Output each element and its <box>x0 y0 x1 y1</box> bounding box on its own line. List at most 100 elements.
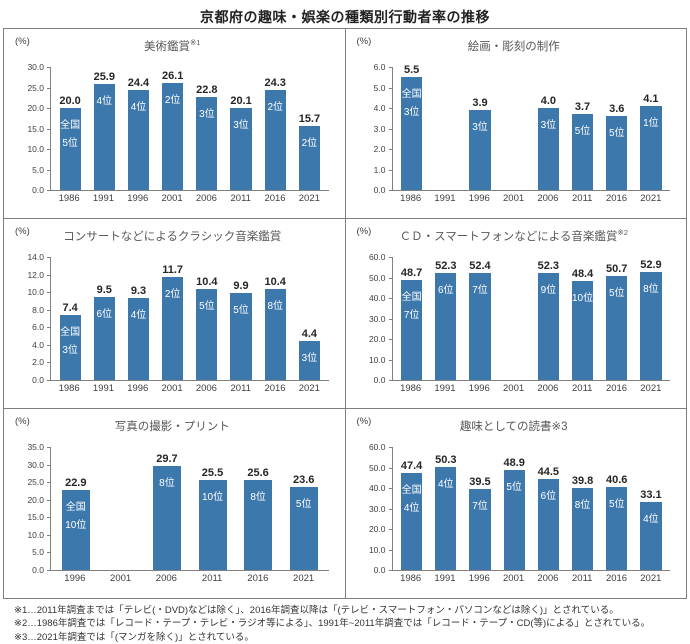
bar-slot: 7.4 全国 3位 <box>53 257 87 380</box>
y-axis-tick <box>47 108 51 110</box>
bar-slot: 52.3 9位 <box>531 257 565 380</box>
bar-slot: 48.9 5位 <box>497 447 531 570</box>
chart-header: (%) コンサートなどによるクラシック音楽鑑賞 <box>10 222 335 244</box>
y-axis-tick <box>388 318 393 320</box>
bar-rank-line: 1位 <box>643 117 659 129</box>
x-axis-year-label: 1996 <box>127 193 149 204</box>
bar-value-label: 10.4 <box>264 275 286 288</box>
bar-value-label: 26.1 <box>161 70 184 82</box>
bar-slot <box>429 67 463 190</box>
y-axis-tick-label: 40.0 <box>368 483 386 493</box>
bar-value-label: 25.5 <box>201 467 224 480</box>
footnote-2: ※2…1986年調査では「レコード・テープ・テレビ・ラジオ等による」、1991年… <box>14 618 651 630</box>
x-axis-year-label: 2016 <box>264 193 286 204</box>
bar-rank-line: 5位 <box>506 481 522 493</box>
charts-grid: (%) 美術鑑賞※1 0.0 5.0 10.0 15.0 20.0 25.0 30.0 20.0 全… <box>3 28 687 599</box>
y-axis-tick-label: 50.0 <box>368 462 386 473</box>
bar-value-label: 9.9 <box>233 280 249 293</box>
bar-slot: 9.5 6位 <box>87 257 121 380</box>
bar-rank-label: 1位 <box>634 115 667 133</box>
bar: 4.1 1位 <box>640 93 662 190</box>
bar-value-label: 52.3 <box>435 259 457 272</box>
bar-slot: 25.5 10位 <box>190 447 236 570</box>
bar-rank-label: 3位 <box>293 350 326 368</box>
y-axis-tick <box>47 447 51 448</box>
bar-rank-line: 4位 <box>643 514 659 526</box>
bar-value-label: 20.1 <box>230 94 252 107</box>
y-axis-tick-label: 30.0 <box>27 459 44 470</box>
bar-slot: 15.7 2位 <box>292 67 326 190</box>
x-axis-year-label: 2001 <box>161 383 183 394</box>
x-axis-labels: 1986 1991 1996 2001 2006 2011 2016 2021 <box>50 383 329 394</box>
bar-rank-label: 8位 <box>566 497 599 515</box>
bars-container: 20.0 全国 5位 25.9 4位 24.4 4位 26.1 2位 22.8 3位 20.1 3位 24… <box>51 67 329 190</box>
x-axis-year-label: 2021 <box>298 193 320 204</box>
y-axis-tick <box>47 128 51 130</box>
bar-rank-label: 4位 <box>429 476 462 494</box>
x-axis-year-label: 2016 <box>605 383 628 394</box>
bar: 40.6 5位 <box>606 474 627 570</box>
plot-area: 0.0 5.0 10.0 15.0 20.0 25.0 30.0 35.0 22.9 全国 10位 2… <box>27 442 329 575</box>
bar: 48.4 10位 <box>572 268 593 380</box>
x-axis-labels: 1986 1991 1996 2001 2006 2011 2016 2021 <box>392 383 671 394</box>
x-axis-year-label: 1996 <box>468 573 490 584</box>
bar-slot: 22.8 3位 <box>190 67 224 190</box>
bar-rank-line: 5位 <box>608 498 625 510</box>
bar: 33.1 4位 <box>640 489 662 570</box>
bar-rank-label: 全国 3位 <box>395 86 428 122</box>
plot-area: 0.0 5.0 10.0 15.0 20.0 25.0 30.0 20.0 全国 5位 25.9 4位… <box>27 62 329 195</box>
bar-slot: 10.4 8位 <box>258 257 292 380</box>
bar-rank-line: 3位 <box>199 108 215 120</box>
bar-rank-label: 2位 <box>259 99 292 117</box>
y-axis-tick-label: 5.0 <box>373 82 386 93</box>
bar-rank-line: 9位 <box>540 284 557 296</box>
x-axis-year-label: 2006 <box>537 573 559 584</box>
bar: 24.4 4位 <box>128 77 149 190</box>
bar-slot: 25.6 8位 <box>235 447 281 570</box>
y-axis-tick-label: 20.0 <box>368 334 386 344</box>
y-axis-tick-label: 60.0 <box>368 442 386 452</box>
bar-value-label: 10.4 <box>196 275 218 288</box>
bar-rank-line: 全国 <box>401 484 422 496</box>
bar-slot: 24.3 2位 <box>258 67 292 190</box>
x-axis-year-label: 2001 <box>503 193 525 204</box>
x-axis-year-label: 1996 <box>468 383 490 394</box>
bar-rank-label: 4位 <box>634 511 667 529</box>
y-axis-tick <box>47 482 51 484</box>
y-axis-tick-label: 30.0 <box>368 313 386 324</box>
bar-rank-line: 10位 <box>201 492 224 504</box>
x-axis-year-label: 1996 <box>127 383 149 394</box>
bar-slot: 9.9 5位 <box>224 257 258 380</box>
x-axis-year-label: 2006 <box>195 193 217 204</box>
x-axis-year-label: 2011 <box>572 573 593 584</box>
y-axis-tick <box>388 380 393 381</box>
x-axis-year-label: 2001 <box>503 573 525 584</box>
bar-value-label: 25.9 <box>93 70 115 83</box>
bars-container: 5.5 全国 3位 3.9 3位 4.0 3位 3.7 5位 3.6 5位 4.1 1位 <box>393 64 671 190</box>
bar-rank-line: 全国 <box>401 89 422 101</box>
chart-title-text: 絵画・彫刻の制作 <box>467 41 560 53</box>
bar-slot: 10.4 5位 <box>190 257 224 380</box>
bar-value-label: 48.7 <box>400 267 423 280</box>
bar-value-label: 50.7 <box>606 263 628 276</box>
y-axis-tick-label: 12.0 <box>27 269 44 280</box>
x-axis-year-label: 2011 <box>201 573 223 584</box>
x-axis-year-label: 1996 <box>64 573 86 584</box>
bar-rank-label: 3位 <box>190 106 223 124</box>
chart-title: ＣＤ・スマートフォンなどによる音楽鑑賞※2 <box>352 222 677 244</box>
bar-value-label: 15.7 <box>298 112 321 125</box>
bar-rank-line: 3位 <box>233 119 249 131</box>
bar-value-label: 24.4 <box>127 76 150 89</box>
bar-rank-label: 6位 <box>532 488 565 506</box>
bar-slot: 39.8 8位 <box>565 447 599 570</box>
bar-rank-line: 全国 <box>60 327 81 338</box>
bar-rank-line: 全国 <box>401 292 422 304</box>
x-axis-year-label: 1991 <box>434 383 456 394</box>
y-axis-tick-label: 5.0 <box>32 164 44 175</box>
y-axis-tick-label: 2.0 <box>373 144 386 154</box>
bar: 48.9 5位 <box>503 457 525 570</box>
bar-value-label: 3.9 <box>472 97 488 110</box>
bar-rank-line: 6位 <box>438 284 454 296</box>
bar-rank-label: 8位 <box>259 298 292 316</box>
y-axis-tick <box>47 87 51 89</box>
